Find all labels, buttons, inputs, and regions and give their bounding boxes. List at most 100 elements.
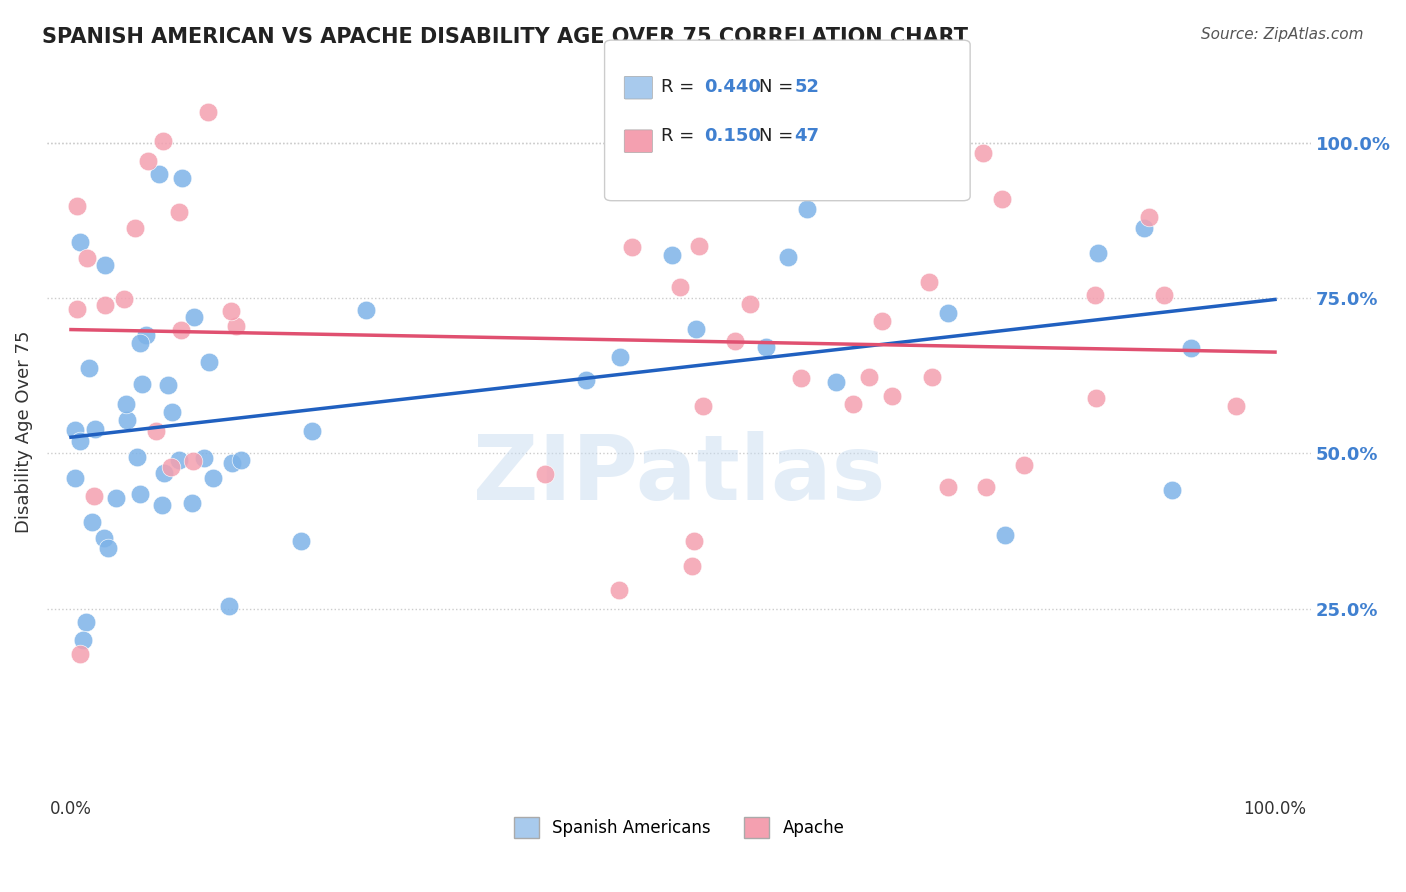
Point <box>683 534 706 549</box>
Text: 47: 47 <box>794 127 820 145</box>
Point <box>688 239 710 253</box>
Point <box>127 450 149 464</box>
Point <box>1012 458 1035 472</box>
Point <box>152 134 174 148</box>
Point <box>1133 221 1156 235</box>
Point <box>221 456 243 470</box>
Point <box>129 335 152 350</box>
Point <box>82 515 104 529</box>
Point <box>1180 341 1202 355</box>
Point <box>93 531 115 545</box>
Point <box>167 205 190 219</box>
Point <box>197 355 219 369</box>
Text: ZIPatlas: ZIPatlas <box>472 431 886 519</box>
Point <box>112 293 135 307</box>
Point <box>152 466 174 480</box>
Point <box>866 105 889 120</box>
Point <box>135 328 157 343</box>
Point <box>796 202 818 217</box>
Point <box>156 378 179 392</box>
Legend: Spanish Americans, Apache: Spanish Americans, Apache <box>508 811 851 845</box>
Point <box>936 479 959 493</box>
Point <box>77 361 100 376</box>
Point <box>150 499 173 513</box>
Point <box>193 451 215 466</box>
Text: 0.150: 0.150 <box>704 127 761 145</box>
Point <box>1085 391 1108 405</box>
Point <box>69 647 91 661</box>
Point <box>870 314 893 328</box>
Point <box>148 167 170 181</box>
Point <box>685 321 707 335</box>
Point <box>84 422 107 436</box>
Point <box>724 334 747 348</box>
Point <box>842 397 865 411</box>
Text: 0.440: 0.440 <box>704 78 761 96</box>
Point <box>83 489 105 503</box>
Point <box>72 632 94 647</box>
Point <box>94 258 117 272</box>
Point <box>609 350 631 364</box>
Point <box>776 250 799 264</box>
Point <box>63 470 86 484</box>
Point <box>1153 288 1175 302</box>
Point <box>356 302 378 317</box>
Point <box>97 541 120 556</box>
Point <box>225 318 247 333</box>
Point <box>69 235 91 250</box>
Point <box>621 240 644 254</box>
Point <box>218 599 240 613</box>
Point <box>181 453 204 467</box>
Point <box>972 146 994 161</box>
Point <box>534 467 557 481</box>
Point <box>221 303 243 318</box>
Y-axis label: Disability Age Over 75: Disability Age Over 75 <box>15 330 32 533</box>
Point <box>94 298 117 312</box>
Point <box>858 370 880 384</box>
Point <box>755 340 778 354</box>
Point <box>160 405 183 419</box>
Point <box>138 154 160 169</box>
Point <box>994 528 1017 542</box>
Text: 52: 52 <box>794 78 820 96</box>
Point <box>115 413 138 427</box>
Point <box>1084 287 1107 301</box>
Point <box>1160 483 1182 497</box>
Text: R =: R = <box>661 78 700 96</box>
Point <box>131 376 153 391</box>
Point <box>63 423 86 437</box>
Point <box>668 280 690 294</box>
Point <box>69 434 91 449</box>
Point <box>104 491 127 505</box>
Point <box>607 583 630 598</box>
Point <box>301 425 323 439</box>
Point <box>1137 210 1160 224</box>
Point <box>183 310 205 325</box>
Point <box>825 375 848 389</box>
Point <box>197 105 219 120</box>
Point <box>145 424 167 438</box>
Point <box>918 275 941 289</box>
Point <box>129 487 152 501</box>
Text: Source: ZipAtlas.com: Source: ZipAtlas.com <box>1201 27 1364 42</box>
Point <box>790 370 813 384</box>
Point <box>738 297 761 311</box>
Text: R =: R = <box>661 127 700 145</box>
Point <box>160 459 183 474</box>
Text: SPANISH AMERICAN VS APACHE DISABILITY AGE OVER 75 CORRELATION CHART: SPANISH AMERICAN VS APACHE DISABILITY AG… <box>42 27 969 46</box>
Point <box>990 192 1012 206</box>
Point <box>661 248 683 262</box>
Point <box>1225 400 1247 414</box>
Point <box>180 496 202 510</box>
Point <box>681 559 703 574</box>
Point <box>114 397 136 411</box>
Point <box>731 184 754 198</box>
Point <box>75 615 97 629</box>
Point <box>76 251 98 265</box>
Point <box>575 373 598 387</box>
Point <box>202 471 225 485</box>
Point <box>66 301 89 316</box>
Point <box>124 221 146 235</box>
Point <box>229 453 252 467</box>
Point <box>66 199 89 213</box>
